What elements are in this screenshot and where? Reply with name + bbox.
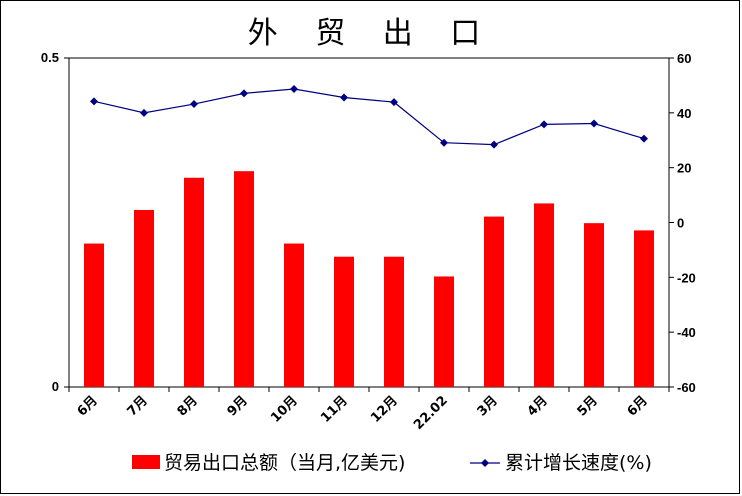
bar [384, 256, 404, 387]
x-tick-label: 11月 [318, 393, 351, 426]
bar [284, 243, 304, 387]
legend: 贸易出口总额（当月,亿美元) 累计增长速度(%) [132, 452, 652, 474]
x-tick-label: 10月 [268, 393, 301, 426]
bar [584, 223, 604, 387]
right-tick-label: -60 [677, 380, 696, 395]
growth-line [93, 88, 645, 146]
x-tick-label: 4月 [525, 393, 551, 419]
x-tick-label: 9月 [225, 393, 251, 419]
line-point [140, 108, 148, 117]
bar [134, 209, 154, 387]
bar [634, 230, 654, 387]
line-point [540, 120, 548, 129]
line-point [240, 89, 248, 98]
x-tick-label: 22.02 [411, 393, 451, 433]
legend-line-marker [481, 459, 489, 467]
line-series [90, 84, 648, 149]
legend-line-label: 累计增长速度(%) [505, 452, 652, 474]
line-point [490, 140, 498, 149]
right-tick-label: 20 [677, 161, 691, 176]
left-tick-label: 0 [52, 379, 59, 394]
x-tick-label: 3月 [475, 393, 501, 419]
right-tick-label: -20 [677, 270, 696, 285]
legend-bar-label: 贸易出口总额（当月,亿美元) [164, 452, 405, 474]
bar [184, 177, 204, 387]
x-tick-label: 5月 [575, 393, 601, 419]
x-tick-label: 6月 [75, 393, 101, 419]
right-tick-label: 40 [677, 106, 691, 121]
axes: 0 0.5 60 40 20 0 -20 -40 -60 [41, 50, 696, 395]
line-point [590, 119, 598, 128]
chart-title: 外 贸 出 口 [247, 16, 495, 51]
x-tick-label: 8月 [175, 393, 201, 419]
right-tick-label: 60 [677, 51, 691, 66]
x-tick-label: 12月 [368, 393, 401, 426]
right-tick-label: 0 [677, 216, 684, 231]
line-point [440, 138, 448, 147]
right-tick-label: -40 [677, 325, 696, 340]
line-point [390, 98, 398, 107]
line-point [640, 134, 648, 143]
bar [84, 243, 104, 387]
left-tick-label: 0.5 [41, 50, 59, 65]
x-tick-label: 6月 [625, 393, 651, 419]
line-point [190, 100, 198, 109]
line-point [290, 84, 298, 93]
legend-bar-swatch [132, 455, 160, 469]
bar [434, 276, 454, 387]
x-tick-label: 7月 [125, 393, 151, 419]
bar [234, 171, 254, 387]
line-point [90, 97, 98, 106]
line-point [340, 93, 348, 102]
bar [534, 203, 554, 387]
bar [484, 216, 504, 387]
x-tick-labels: 6月 7月 8月 9月 10月 11月 12月 22.02 3月 4月 5月 6月 [75, 393, 651, 433]
bar-series [84, 171, 654, 387]
bar [334, 256, 354, 387]
